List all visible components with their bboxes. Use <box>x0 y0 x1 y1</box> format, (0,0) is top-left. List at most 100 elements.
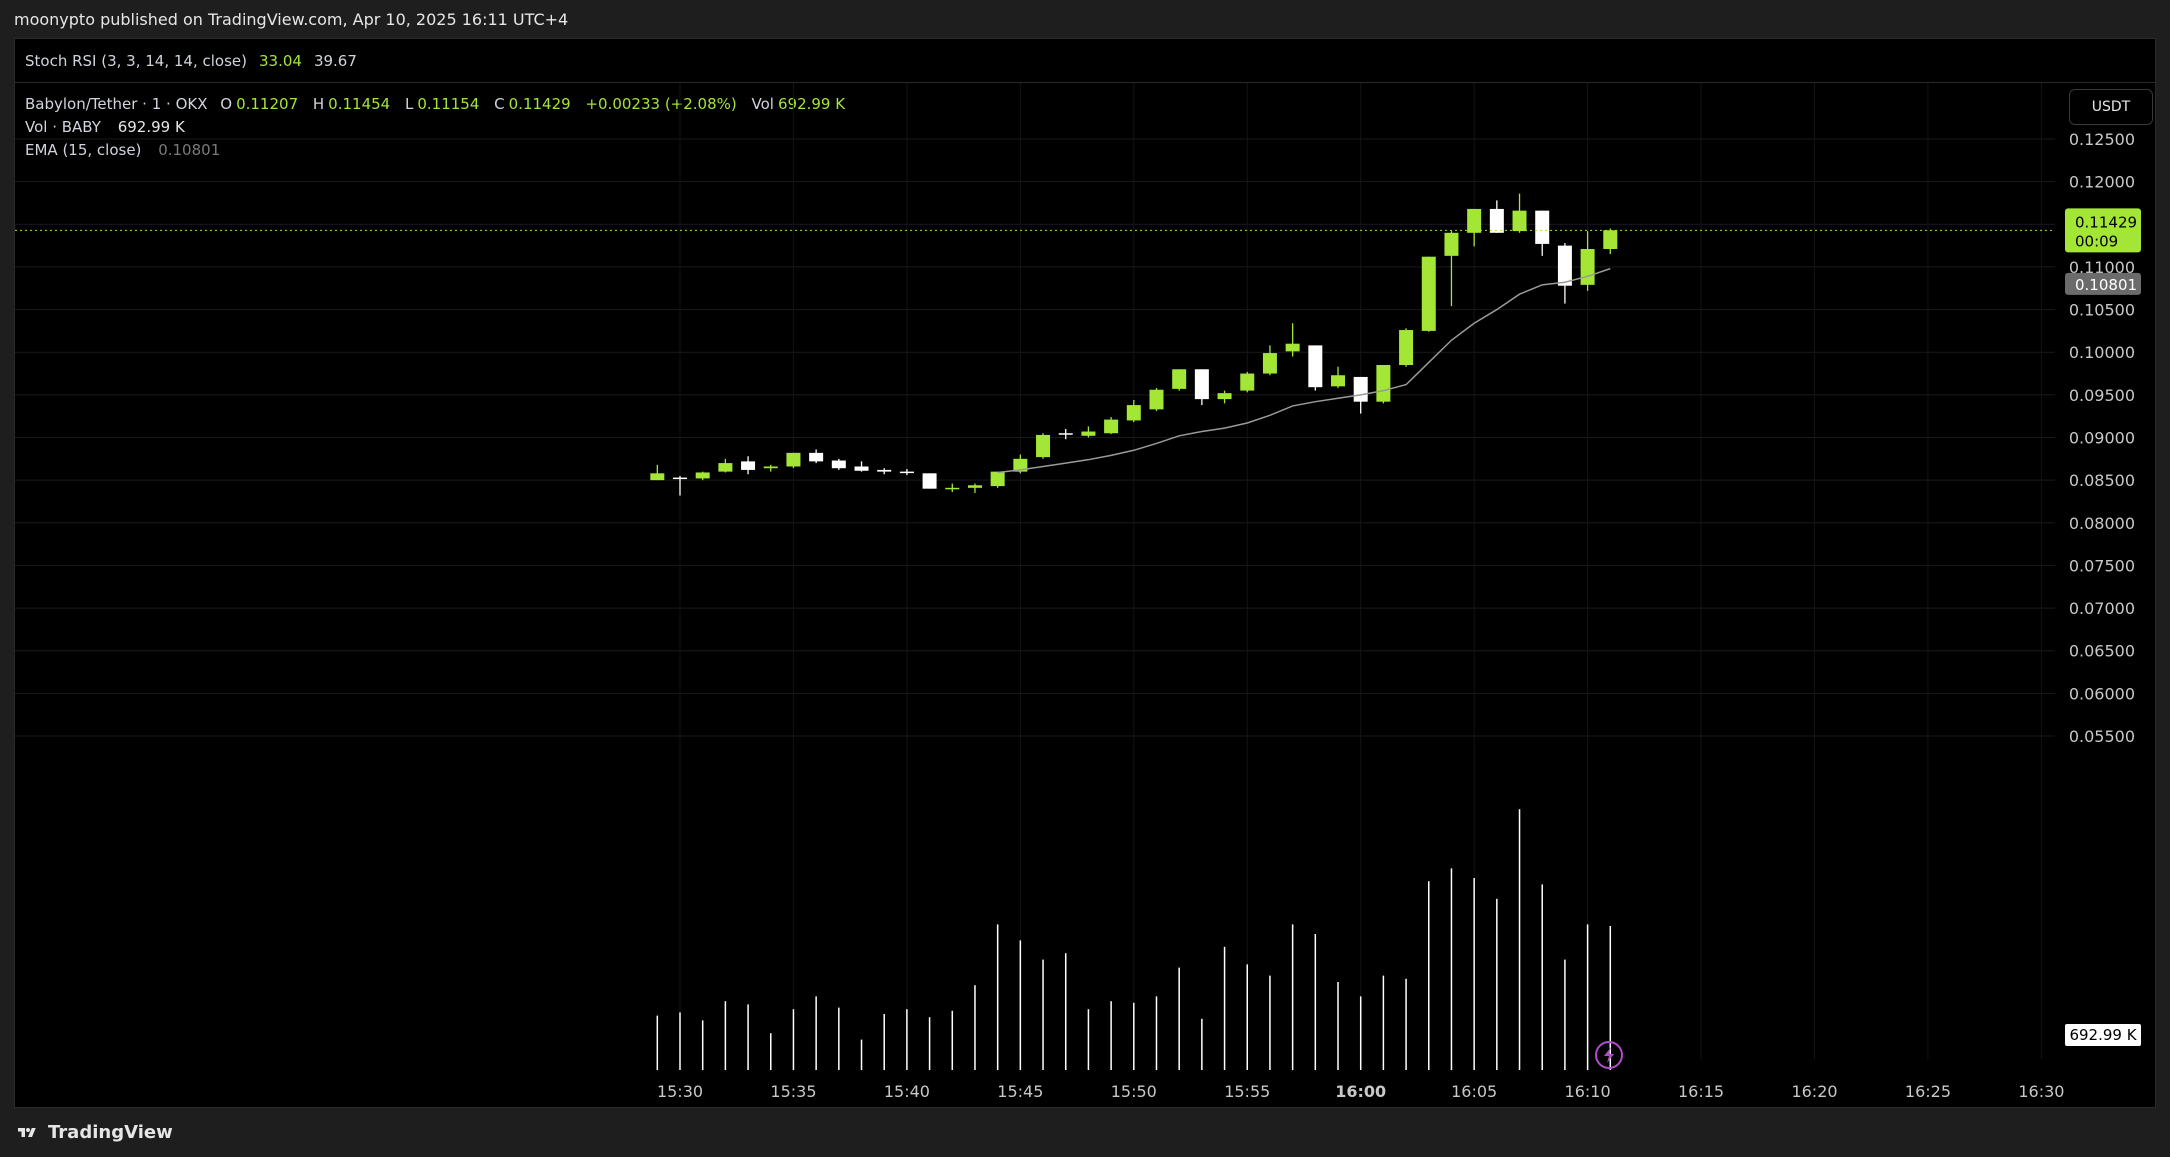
price-axis-label: 0.07000 <box>2069 599 2135 618</box>
volume-bar <box>1473 878 1475 1070</box>
candle-body <box>786 452 801 467</box>
currency-button[interactable]: USDT <box>2069 89 2153 125</box>
candle-body <box>877 469 892 472</box>
price-axis-label: 0.09000 <box>2069 429 2135 448</box>
ema-legend-value: 0.10801 <box>158 141 221 159</box>
volume-bar <box>928 1017 931 1070</box>
volume-bar <box>1087 1009 1090 1070</box>
volume-bar <box>1042 959 1044 1070</box>
candle-body <box>1262 353 1277 374</box>
volume-bar <box>906 1009 908 1070</box>
replay-icon[interactable] <box>1595 1041 1623 1069</box>
volume-bar <box>747 1004 749 1070</box>
volume-bar <box>974 985 976 1070</box>
candle-body <box>1013 458 1028 472</box>
candle-body <box>1376 365 1391 402</box>
candle-body <box>673 477 687 480</box>
candle-body <box>967 485 982 488</box>
price-axis-label: 0.09500 <box>2069 386 2135 405</box>
time-axis-label: 15:50 <box>1111 1082 1157 1101</box>
stoch-rsi-k: 33.04 <box>258 51 302 70</box>
high-value: 0.11454 <box>328 95 391 113</box>
volume-bar <box>815 996 817 1070</box>
high-label: H <box>312 95 325 113</box>
candle-body <box>1399 330 1414 366</box>
candle-body <box>650 473 665 481</box>
volume-bar <box>724 1001 727 1070</box>
candle-body <box>1104 419 1119 434</box>
low-label: L <box>404 95 414 113</box>
ema-line <box>997 267 1611 474</box>
candle-body <box>1149 389 1164 410</box>
ema-title: EMA (15, close) <box>25 141 142 159</box>
stoch-rsi-d: 39.67 <box>313 51 357 70</box>
tradingview-logo-icon <box>18 1127 36 1137</box>
footer: TradingView <box>0 1108 2170 1157</box>
volume-legend-value: 692.99 K <box>117 118 185 136</box>
time-axis-label: 15:35 <box>770 1082 816 1101</box>
volume-bar <box>883 1014 885 1070</box>
volume-bar <box>701 1020 704 1070</box>
change-value: +0.00233 (+2.08%) <box>585 95 737 113</box>
candle-body <box>1058 433 1073 435</box>
volume-bar <box>1201 1018 1203 1070</box>
volume-bar <box>1382 975 1385 1070</box>
time-axis-label: 15:40 <box>884 1082 930 1101</box>
candle-body <box>1580 249 1595 285</box>
candle-body <box>854 466 869 471</box>
close-label: C <box>494 95 505 113</box>
volume-bar <box>792 1009 795 1070</box>
volume-bar <box>1496 898 1498 1070</box>
chart-frame[interactable]: Stoch RSI (3, 3, 14, 14, close) 33.04 39… <box>14 38 2156 1108</box>
price-axis-label: 0.10500 <box>2069 301 2135 320</box>
footer-brand: TradingView <box>48 1122 173 1143</box>
candle-body <box>1421 256 1436 331</box>
volume-bar <box>1586 924 1589 1070</box>
volume-bar <box>1428 881 1430 1070</box>
volume-bar <box>1019 940 1022 1070</box>
price-axis-label: 0.08000 <box>2069 514 2135 533</box>
price-chart[interactable]: 0.12500 0.12000 0.11500 0.11000 0.10500 0.100… <box>15 39 2155 1107</box>
price-axis-label: 0.08500 <box>2069 471 2135 490</box>
last-price-tag <box>2065 208 2141 253</box>
published-header: moonypto published on TradingView.com, A… <box>0 0 2170 38</box>
price-axis-label: 0.07500 <box>2069 556 2135 575</box>
price-axis-label: 0.06000 <box>2069 684 2135 703</box>
volume-bar <box>860 1039 863 1070</box>
candle-body <box>1557 245 1572 286</box>
volume-bar <box>1133 1002 1135 1070</box>
volume-bar <box>1450 868 1453 1070</box>
volume-bar <box>1110 1001 1112 1070</box>
volume-bar <box>1064 953 1067 1070</box>
volume-bar <box>838 1007 840 1070</box>
time-axis-label: 16:20 <box>1791 1082 1837 1101</box>
candle-body <box>1444 232 1459 256</box>
candle-body <box>1240 373 1255 391</box>
volume-bar <box>1291 924 1294 1070</box>
price-axis-label: 0.06500 <box>2069 642 2135 661</box>
volume-bar <box>656 1015 659 1070</box>
symbol-legend[interactable]: Babylon/Tether · 1 · OKX O 0.11207 H 0.114… <box>25 95 849 113</box>
stoch-rsi-pane[interactable]: Stoch RSI (3, 3, 14, 14, close) 33.04 39… <box>15 39 2155 83</box>
candle-body <box>1194 369 1209 400</box>
candle-body <box>1126 405 1141 421</box>
time-axis-label: 15:45 <box>997 1082 1043 1101</box>
price-axis: 0.12500 0.12000 0.11500 0.11000 0.10500 0.100… <box>2069 130 2135 746</box>
volume-legend[interactable]: Vol · BABY 692.99 K <box>25 118 189 136</box>
ema-price-tag <box>2065 272 2141 295</box>
candle-body <box>1535 210 1550 244</box>
candle-body <box>1217 393 1232 400</box>
vol-value: 692.99 K <box>777 95 846 113</box>
candle-body <box>1285 343 1300 352</box>
candle-body <box>1353 376 1368 402</box>
volume-bar <box>1359 996 1362 1070</box>
volume-bar <box>1223 946 1226 1070</box>
price-axis-label: 0.11500 <box>2069 215 2135 234</box>
candle-body <box>1467 208 1482 233</box>
price-axis-label: 0.12000 <box>2069 173 2135 192</box>
ema-legend[interactable]: EMA (15, close) 0.10801 <box>25 141 224 159</box>
time-axis-label: 15:30 <box>657 1082 703 1101</box>
candle-body <box>695 472 710 479</box>
volume-tag <box>2065 1024 2141 1046</box>
volume-bar <box>679 1012 681 1070</box>
